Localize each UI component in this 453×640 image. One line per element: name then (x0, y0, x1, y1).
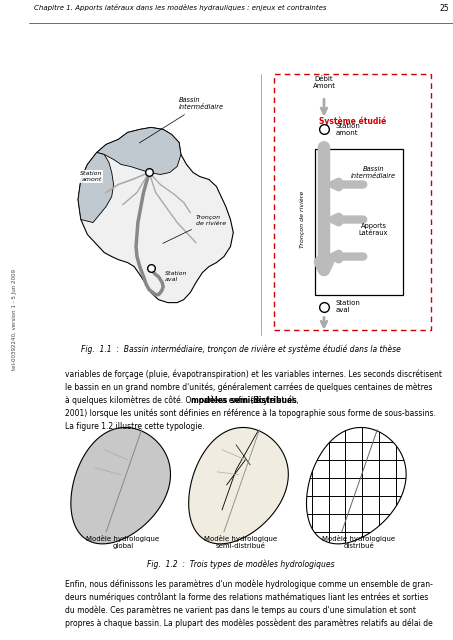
Text: 25: 25 (439, 4, 449, 13)
Text: Station
amont: Station amont (335, 123, 360, 136)
Polygon shape (97, 127, 181, 175)
Polygon shape (71, 428, 170, 544)
Text: le bassin en un grand nombre d'unités, généralement carrées de quelques centaine: le bassin en un grand nombre d'unités, g… (65, 383, 432, 392)
Text: Apports
Latéraux: Apports Latéraux (359, 223, 388, 236)
Text: à quelques kilomètres de côté. On parlera enfin de: à quelques kilomètres de côté. On parler… (65, 396, 262, 405)
Text: propres à chaque bassin. La plupart des modèles possèdent des paramètres relatif: propres à chaque bassin. La plupart des … (65, 619, 433, 628)
Bar (315, 150, 404, 294)
Text: tel-00392240, version 1 - 5 Jun 2009: tel-00392240, version 1 - 5 Jun 2009 (12, 269, 17, 371)
Text: Station
amont: Station amont (80, 171, 102, 182)
Bar (275, 74, 432, 330)
Text: Bassin
intermédiaire: Bassin intermédiaire (140, 97, 224, 143)
Text: 2001) lorsque les unités sont définies en référence à la topographie sous forme : 2001) lorsque les unités sont définies e… (65, 409, 436, 419)
Text: Station
aval: Station aval (165, 271, 188, 282)
Text: Tronçon de rivière: Tronçon de rivière (300, 191, 305, 248)
Text: (Boyle et al.,: (Boyle et al., (248, 396, 299, 404)
Polygon shape (307, 428, 406, 544)
Text: La figure 1.2 illustre cette typologie.: La figure 1.2 illustre cette typologie. (65, 422, 204, 431)
Text: Système étudié: Système étudié (319, 116, 386, 126)
Text: Débit
Amont: Débit Amont (313, 76, 336, 90)
Polygon shape (78, 152, 114, 223)
Text: Fig.  1.1  :  Bassin intermédiaire, tronçon de rivière et système étudié dans la: Fig. 1.1 : Bassin intermédiaire, tronçon… (81, 345, 401, 354)
Text: Modèle hydrologique
global: Modèle hydrologique global (87, 535, 159, 549)
Text: Bassin
intermédiaire: Bassin intermédiaire (351, 166, 396, 179)
Text: Fig.  1.2  :  Trois types de modèles hydrologiques: Fig. 1.2 : Trois types de modèles hydrol… (147, 560, 335, 570)
Text: Enfin, nous définissons les paramètres d'un modèle hydrologique comme un ensembl: Enfin, nous définissons les paramètres d… (65, 580, 433, 589)
Polygon shape (78, 127, 233, 303)
Text: modèles semi-distribués: modèles semi-distribués (191, 396, 297, 404)
Text: deurs numériques contrôlant la forme des relations mathématiques liant les entré: deurs numériques contrôlant la forme des… (65, 593, 428, 602)
Text: Modèle hydrologique
semi-distribué: Modèle hydrologique semi-distribué (204, 535, 277, 549)
Text: Modèle hydrologique
distribué: Modèle hydrologique distribué (322, 535, 395, 549)
Text: Tronçon
de rivière: Tronçon de rivière (163, 215, 226, 243)
Text: du modèle. Ces paramètres ne varient pas dans le temps au cours d'une simulation: du modèle. Ces paramètres ne varient pas… (65, 606, 416, 616)
Polygon shape (189, 428, 288, 544)
Text: Chapitre 1. Apports latéraux dans les modèles hydrauliques : enjeux et contraint: Chapitre 1. Apports latéraux dans les mo… (34, 4, 326, 11)
Text: Station
aval: Station aval (335, 300, 360, 313)
Text: variables de forçage (pluie, évapotranspiration) et les variables internes. Les : variables de forçage (pluie, évapotransp… (65, 370, 442, 380)
